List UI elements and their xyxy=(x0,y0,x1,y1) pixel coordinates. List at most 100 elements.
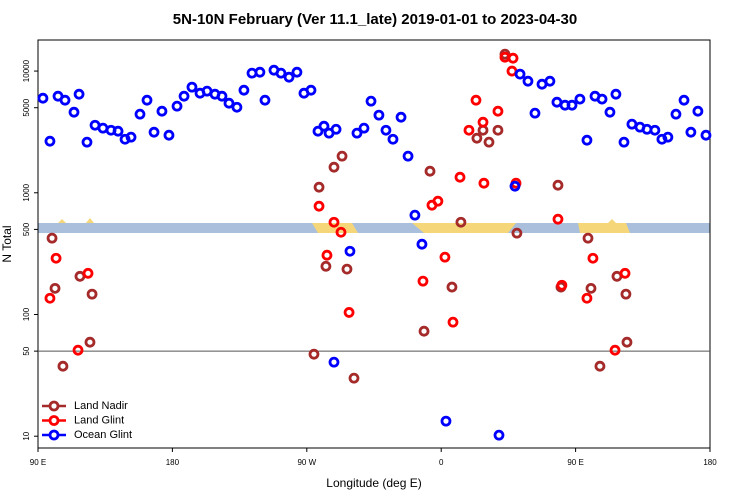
point xyxy=(328,216,340,228)
series xyxy=(37,64,712,441)
point xyxy=(507,52,519,64)
point xyxy=(678,94,690,106)
point xyxy=(581,134,593,146)
legend-item: Ocean Glint xyxy=(42,429,132,441)
point xyxy=(478,177,490,189)
point xyxy=(483,136,495,148)
point xyxy=(493,429,505,441)
point xyxy=(373,109,385,121)
point xyxy=(566,99,578,111)
point xyxy=(446,281,458,293)
point xyxy=(313,181,325,193)
point xyxy=(447,316,459,328)
point xyxy=(305,84,317,96)
y-tick-label: 50 xyxy=(22,346,31,355)
x-tick-label: 90 E xyxy=(30,458,46,467)
point xyxy=(424,165,436,177)
point xyxy=(291,66,303,78)
point xyxy=(470,94,482,106)
point xyxy=(68,106,80,118)
point xyxy=(574,93,586,105)
point xyxy=(509,180,521,192)
point xyxy=(492,105,504,117)
point xyxy=(544,75,556,87)
point xyxy=(216,90,228,102)
point xyxy=(330,123,342,135)
point xyxy=(223,97,235,109)
point xyxy=(587,252,599,264)
point xyxy=(596,93,608,105)
point xyxy=(125,131,137,143)
point xyxy=(44,292,56,304)
legend-label: Ocean Glint xyxy=(74,429,132,441)
point xyxy=(156,105,168,117)
point xyxy=(49,282,61,294)
point xyxy=(341,263,353,275)
point xyxy=(141,94,153,106)
y-tick-label: 5000 xyxy=(22,98,31,116)
point xyxy=(463,124,475,136)
point xyxy=(328,356,340,368)
x-axis-label: Longitude (deg E) xyxy=(326,476,421,490)
point xyxy=(387,133,399,145)
point xyxy=(308,348,320,360)
point xyxy=(418,325,430,337)
point xyxy=(432,195,444,207)
series xyxy=(44,51,631,356)
point xyxy=(409,209,421,221)
point xyxy=(454,171,466,183)
point xyxy=(662,131,674,143)
point xyxy=(46,232,58,244)
point xyxy=(148,126,160,138)
legend-marker xyxy=(48,429,60,441)
point xyxy=(604,106,616,118)
point xyxy=(358,122,370,134)
point xyxy=(610,88,622,100)
x-tick-label: 0 xyxy=(439,458,444,467)
point xyxy=(402,150,414,162)
point xyxy=(477,116,489,128)
point xyxy=(344,245,356,257)
point xyxy=(254,66,266,78)
point xyxy=(57,360,69,372)
point xyxy=(59,94,71,106)
y-tick-label: 10 xyxy=(22,431,31,440)
point xyxy=(321,249,333,261)
point xyxy=(618,136,630,148)
point xyxy=(343,307,355,318)
point xyxy=(471,132,483,144)
point xyxy=(163,129,175,141)
point xyxy=(320,260,332,272)
y-axis-label: N Total xyxy=(0,225,14,262)
x-tick-label: 180 xyxy=(703,458,717,467)
point xyxy=(670,108,682,120)
point xyxy=(318,120,330,132)
point xyxy=(328,161,340,173)
point xyxy=(84,336,96,348)
point xyxy=(649,124,661,136)
series xyxy=(46,48,633,384)
legend-marker xyxy=(48,400,60,412)
x-tick-label: 90 E xyxy=(567,458,583,467)
point xyxy=(455,216,467,228)
point xyxy=(275,67,287,79)
point xyxy=(336,150,348,162)
point xyxy=(171,100,183,112)
point xyxy=(37,92,49,104)
point xyxy=(582,232,594,244)
point xyxy=(609,344,621,356)
point xyxy=(178,90,190,102)
point xyxy=(365,95,377,107)
point xyxy=(556,279,568,291)
point xyxy=(81,136,93,148)
y-tick-label: 100 xyxy=(22,307,31,321)
point xyxy=(44,135,56,147)
ocean-strip xyxy=(38,223,710,233)
point xyxy=(552,213,564,225)
y-tick-label: 10000 xyxy=(22,59,31,82)
point xyxy=(335,226,347,238)
point xyxy=(313,200,325,212)
point xyxy=(619,267,631,279)
